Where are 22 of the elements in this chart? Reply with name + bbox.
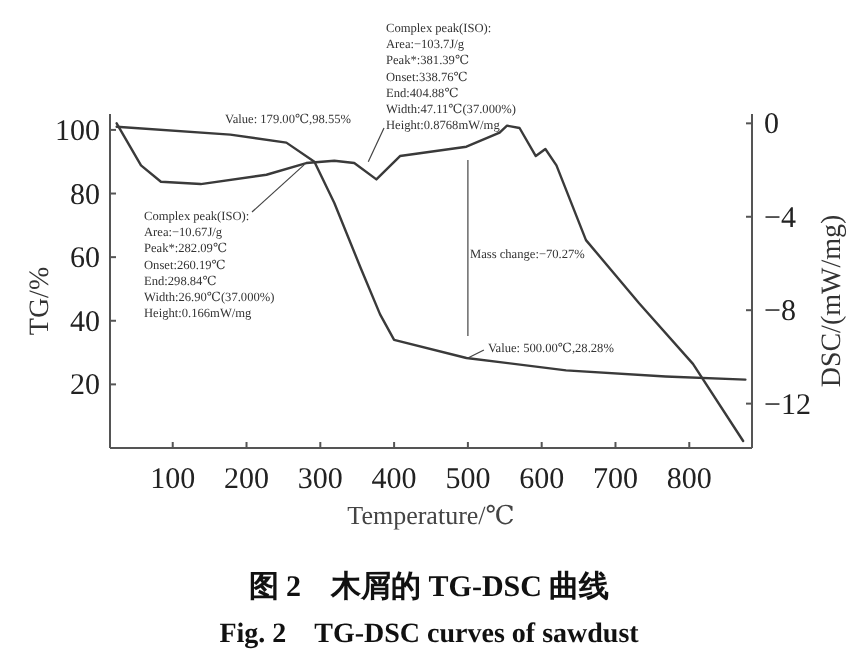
x-tick-label: 100 — [150, 464, 196, 496]
y-tick-label: 80 — [70, 179, 100, 212]
y2-tick-label: −8 — [764, 296, 796, 329]
text: Fig. 2 TG-DSC curves of sawdust — [219, 620, 640, 650]
x-tick-label: 700 — [592, 464, 638, 496]
y-tick-label: 40 — [70, 306, 100, 339]
x-tick-label: 800 — [666, 464, 712, 496]
y-tick-label: 20 — [70, 370, 100, 403]
y2-tick-label: 0 — [764, 109, 779, 142]
x-tick-label: 500 — [445, 464, 491, 496]
x-axis-title: Temperature/℃ — [347, 500, 515, 530]
x-tick-label: 400 — [371, 464, 417, 496]
y-tick-label: 100 — [55, 115, 100, 148]
x-tick-label: 200 — [224, 464, 270, 496]
x-tick-label: 300 — [297, 464, 343, 496]
y-tick-label: 60 — [70, 243, 100, 276]
y2-tick-label: −4 — [764, 202, 797, 235]
y2-axis-title: DSC/(mW/mg) — [818, 214, 848, 388]
x-tick-label: 600 — [519, 464, 565, 496]
y-axis-title: TG/% — [26, 266, 56, 336]
y2-tick-label: −12 — [764, 389, 811, 422]
text: 图 2 木屑的 TG-DSC 曲线 — [248, 570, 610, 604]
